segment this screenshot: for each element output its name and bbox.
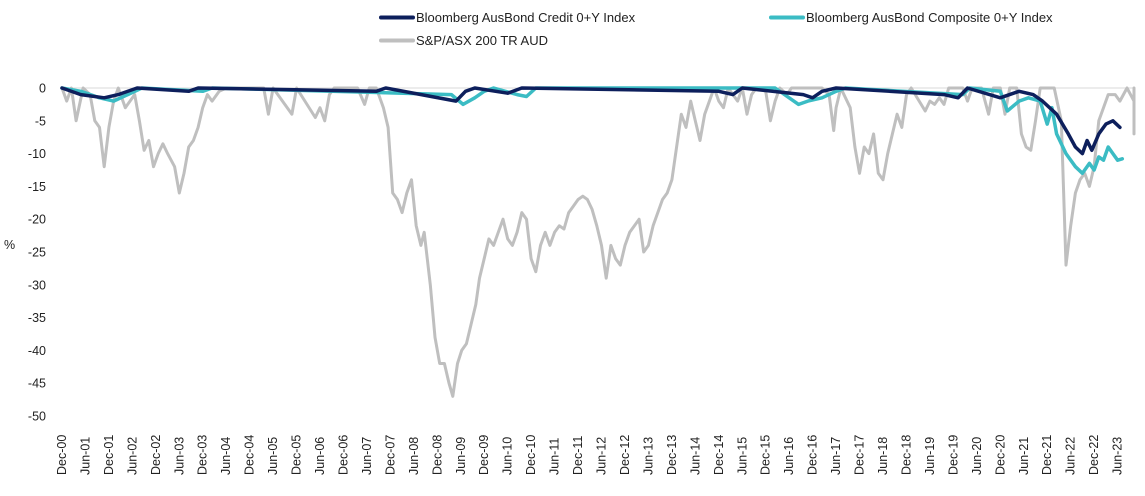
legend-label-credit: Bloomberg AusBond Credit 0+Y Index (416, 10, 636, 25)
y-tick-label: -15 (28, 180, 46, 194)
x-tick-label: Dec-22 (1087, 435, 1101, 475)
x-tick-label: Dec-09 (477, 435, 491, 475)
y-tick-label: -20 (28, 213, 46, 227)
x-tick-label: Jun-17 (829, 437, 843, 475)
x-tick-label: Jun-16 (782, 437, 796, 475)
x-tick-label: Jun-19 (923, 437, 937, 475)
x-tick-label: Jun-03 (172, 437, 186, 475)
x-tick-label: Jun-12 (595, 437, 609, 475)
series-group (60, 86, 1136, 398)
y-tick-label: -50 (28, 410, 46, 424)
x-tick-label: Dec-05 (290, 435, 304, 475)
y-tick-label: -35 (28, 311, 46, 325)
x-tick-label: Jun-04 (219, 437, 233, 475)
legend: Bloomberg AusBond Credit 0+Y Index Bloom… (379, 10, 1053, 48)
x-tick-label: Dec-21 (1040, 435, 1054, 475)
x-tick-label: Jun-11 (548, 438, 562, 475)
x-tick-label: Jun-07 (360, 437, 374, 475)
x-tick-label: Dec-15 (759, 435, 773, 475)
x-tick-label: Dec-06 (336, 435, 350, 475)
y-tick-label: -10 (28, 147, 46, 161)
x-tick-label: Jun-08 (407, 437, 421, 475)
x-tick-label: Dec-02 (149, 435, 163, 475)
x-tick-label: Jun-01 (78, 437, 92, 475)
y-tick-label: -45 (28, 377, 46, 391)
y-tick-label: -5 (35, 114, 46, 128)
series-line-1 (60, 86, 1125, 176)
series-line-0 (60, 86, 1122, 156)
y-axis-label: % (4, 238, 15, 252)
x-tick-label: Jun-23 (1111, 437, 1125, 475)
x-tick-label: Dec-10 (524, 435, 538, 475)
x-tick-label: Dec-07 (383, 435, 397, 475)
legend-label-composite: Bloomberg AusBond Composite 0+Y Index (806, 10, 1053, 25)
y-tick-label: -40 (28, 344, 46, 358)
x-tick-label: Jun-10 (501, 437, 515, 475)
x-tick-label: Jun-20 (970, 437, 984, 475)
y-axis-ticks: 0 -5 -10 -15 -20 -25 -30 -35 -40 -45 -50 (28, 82, 46, 424)
x-tick-label: Jun-21 (1017, 437, 1031, 475)
y-tick-label: -25 (28, 246, 46, 260)
x-tick-label: Jun-14 (688, 437, 702, 475)
x-tick-label: Jun-06 (313, 437, 327, 475)
x-tick-label: Dec-04 (243, 435, 257, 475)
x-tick-label: Dec-01 (102, 435, 116, 475)
x-tick-label: Jun-18 (876, 437, 890, 475)
x-axis-ticks: Dec-00 Jun-01 Dec-01 Jun-02 Dec-02 Jun-03 Dec-… (55, 435, 1125, 475)
x-tick-label: Jun-05 (266, 437, 280, 475)
x-tick-label: Dec-14 (712, 435, 726, 475)
legend-label-asx200: S&P/ASX 200 TR AUD (416, 33, 548, 48)
x-tick-label: Dec-03 (196, 435, 210, 475)
x-tick-label: Dec-16 (806, 435, 820, 475)
x-tick-label: Jun-13 (641, 437, 655, 475)
x-tick-label: Dec-00 (55, 435, 69, 475)
x-tick-label: Dec-08 (430, 435, 444, 475)
x-tick-label: Dec-20 (993, 435, 1007, 475)
x-tick-label: Jun-09 (454, 437, 468, 475)
y-tick-label: 0 (39, 82, 46, 96)
x-tick-label: Jun-02 (125, 437, 139, 475)
x-tick-label: Dec-12 (618, 435, 632, 475)
x-tick-label: Dec-11 (571, 436, 585, 475)
series-line-2 (60, 86, 1136, 398)
x-tick-label: Jun-15 (735, 437, 749, 475)
x-tick-label: Jun-22 (1064, 437, 1078, 475)
x-tick-label: Dec-13 (665, 435, 679, 475)
x-tick-label: Dec-18 (899, 435, 913, 475)
y-tick-label: -30 (28, 278, 46, 292)
x-tick-label: Dec-17 (853, 435, 867, 475)
x-tick-label: Dec-19 (946, 435, 960, 475)
